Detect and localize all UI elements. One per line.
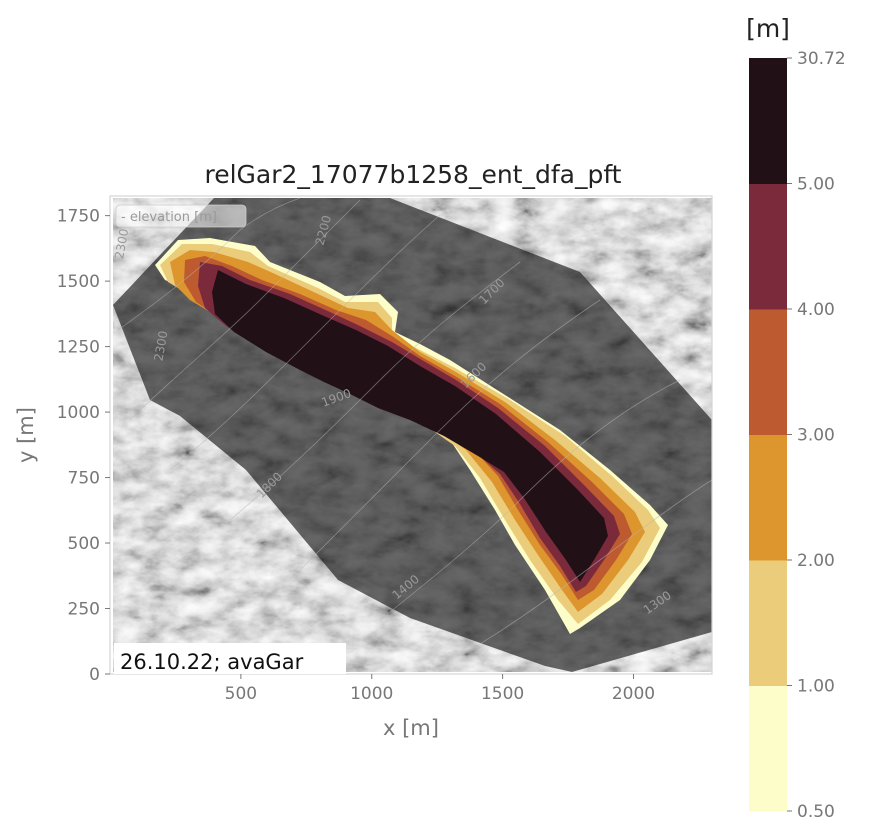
- y-axis-label: y [m]: [14, 407, 38, 463]
- x-tick-label: 1000: [350, 684, 393, 704]
- annotation-text: 26.10.22; avaGar: [120, 650, 304, 674]
- colorbar-tick-label: 30.72: [797, 49, 846, 69]
- y-tick-label: 1250: [57, 338, 100, 358]
- colorbar-unit: [m]: [746, 14, 790, 43]
- y-tick-label: 1000: [57, 403, 100, 423]
- legend-entry-elevation: - elevation [m]: [121, 210, 217, 225]
- annotation-box: [114, 643, 346, 674]
- flow-thickness-map: [155, 238, 668, 634]
- legend-box: [115, 204, 247, 228]
- y-tick-label: 1500: [57, 272, 100, 292]
- x-tick-label: 1500: [481, 684, 524, 704]
- y-tick-label: 0: [89, 665, 100, 685]
- colorbar-segment: [749, 434, 787, 561]
- colorbar: 0.50 1.00 2.00 3.00 4.00 5.00 30.72: [749, 49, 846, 822]
- x-tick-label: 500: [225, 684, 257, 704]
- x-axis-label: x [m]: [383, 716, 439, 740]
- annotation: 26.10.22; avaGar: [114, 643, 346, 674]
- colorbar-tick-label: 1.00: [797, 677, 835, 697]
- colorbar-segment: [749, 685, 787, 812]
- y-tick-label: 500: [68, 534, 100, 554]
- y-tick-label: 1750: [57, 207, 100, 227]
- colorbar-tick-label: 2.00: [797, 551, 835, 571]
- colorbar-segment: [749, 183, 787, 310]
- colorbar-segment: [749, 58, 787, 184]
- y-tick-label: 750: [68, 469, 100, 489]
- colorbar-segment: [749, 309, 787, 435]
- colorbar-tick-label: 3.00: [797, 426, 835, 446]
- elevation-contours: [117, 197, 712, 651]
- contour-label: 2300: [112, 228, 131, 261]
- x-tick-label: 2000: [612, 684, 655, 704]
- flow-class-5.0: [212, 270, 608, 582]
- y-axis-ticks: 0 250 500 750 1000 1250 1500 1750: [57, 207, 110, 685]
- y-tick-label: 250: [68, 600, 100, 620]
- plot-frame: [109, 195, 713, 675]
- chart-title: relGar2_17077b1258_ent_dfa_pft: [204, 160, 621, 189]
- colorbar-segment: [749, 560, 787, 686]
- colorbar-tick-label: 0.50: [797, 802, 835, 822]
- contour-label: 2300: [151, 330, 170, 363]
- colorbar-tick-label: 4.00: [797, 300, 835, 320]
- legend: - elevation [m]: [115, 204, 247, 228]
- x-axis-ticks: 500 1000 1500 2000: [225, 674, 655, 704]
- colorbar-tick-label: 5.00: [797, 175, 835, 195]
